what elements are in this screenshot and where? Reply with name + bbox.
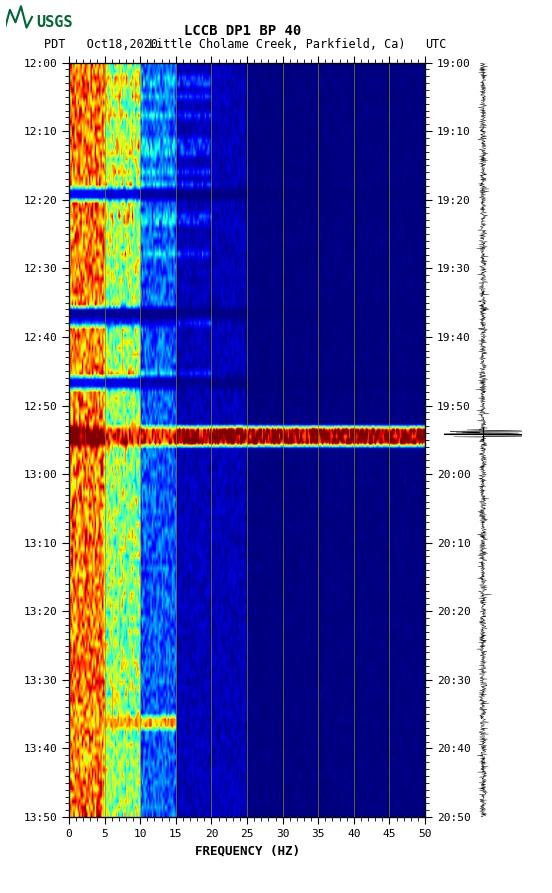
Text: LCCB DP1 BP 40: LCCB DP1 BP 40	[184, 24, 301, 38]
Text: PDT   Oct18,2020: PDT Oct18,2020	[44, 38, 158, 51]
Text: USGS: USGS	[36, 15, 72, 29]
X-axis label: FREQUENCY (HZ): FREQUENCY (HZ)	[194, 845, 300, 857]
Text: Little Cholame Creek, Parkfield, Ca): Little Cholame Creek, Parkfield, Ca)	[149, 38, 406, 51]
Text: UTC: UTC	[425, 38, 447, 51]
